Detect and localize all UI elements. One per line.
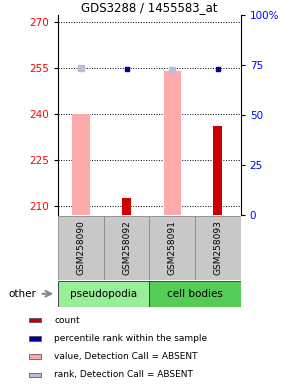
Text: value, Detection Call = ABSENT: value, Detection Call = ABSENT (54, 352, 197, 361)
Bar (164, 71, 181, 215)
Bar (149, 216, 195, 280)
Text: GSM258090: GSM258090 (76, 220, 85, 275)
Title: GDS3288 / 1455583_at: GDS3288 / 1455583_at (81, 1, 218, 14)
Bar (58, 216, 104, 280)
Text: GSM258092: GSM258092 (122, 220, 131, 275)
Text: pseudopodia: pseudopodia (70, 289, 137, 299)
Bar (28, 336, 41, 341)
Bar (28, 373, 41, 377)
Text: other: other (8, 289, 36, 299)
Text: percentile rank within the sample: percentile rank within the sample (54, 334, 207, 343)
Bar (213, 126, 222, 215)
Bar (72, 114, 90, 215)
Bar (122, 198, 131, 215)
Bar (195, 216, 241, 280)
Text: GSM258091: GSM258091 (168, 220, 177, 275)
Text: rank, Detection Call = ABSENT: rank, Detection Call = ABSENT (54, 371, 193, 379)
Text: count: count (54, 316, 80, 324)
Bar (28, 318, 41, 322)
Bar (104, 216, 149, 280)
Text: cell bodies: cell bodies (167, 289, 223, 299)
Bar (149, 281, 241, 307)
Bar (58, 281, 149, 307)
Bar (28, 354, 41, 359)
Text: GSM258093: GSM258093 (213, 220, 222, 275)
